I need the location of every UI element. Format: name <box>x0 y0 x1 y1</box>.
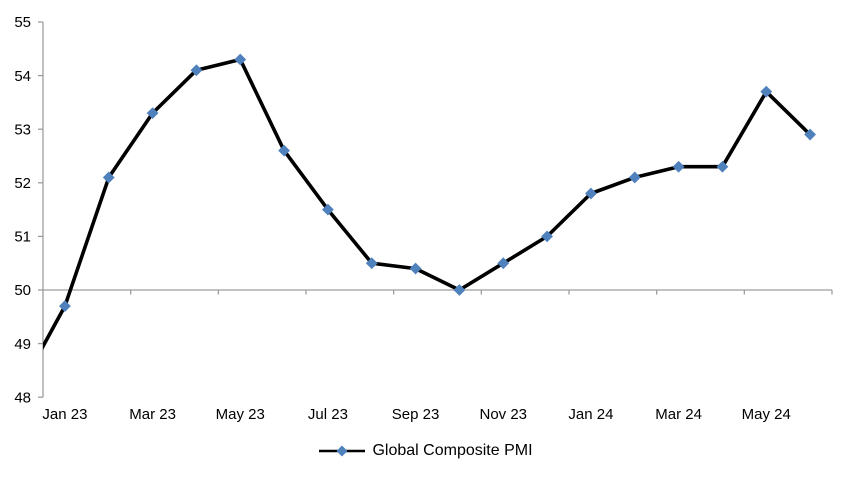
x-axis-tick-label: Sep 23 <box>392 406 440 423</box>
x-axis-tick-label: May 24 <box>742 406 791 423</box>
y-axis-tick-label: 55 <box>14 14 31 31</box>
x-axis-tick-label: Mar 24 <box>655 406 702 423</box>
data-point-marker <box>585 187 597 200</box>
data-point-marker <box>146 107 159 120</box>
data-point-marker <box>278 144 290 157</box>
data-point-marker <box>322 203 334 216</box>
y-axis-tick-label: 48 <box>14 389 31 406</box>
x-axis-tick-label: Mar 23 <box>129 406 176 423</box>
legend: Global Composite PMI <box>0 442 852 460</box>
legend-diamond-marker <box>336 445 348 457</box>
data-point-marker <box>628 171 641 184</box>
data-point-marker <box>190 64 203 77</box>
data-point-marker <box>59 300 71 312</box>
y-axis-tick-label: 52 <box>14 175 31 192</box>
x-axis-tick-label: Jul 23 <box>308 406 348 423</box>
data-point-marker <box>234 53 247 66</box>
data-point-marker <box>102 171 115 184</box>
data-point-marker <box>672 160 685 173</box>
y-axis-tick-label: 51 <box>14 229 31 246</box>
legend-label: Global Composite PMI <box>372 442 533 459</box>
data-point-marker <box>541 230 553 243</box>
data-point-marker <box>453 284 466 296</box>
y-axis-tick-label: 50 <box>14 282 31 299</box>
x-axis-tick-label: Jan 23 <box>42 406 87 423</box>
y-axis-tick-label: 54 <box>14 68 31 85</box>
series-line <box>43 57 812 351</box>
x-axis-tick-label: Nov 23 <box>479 406 527 423</box>
y-axis-tick-label: 49 <box>14 336 31 353</box>
data-point-marker <box>760 85 773 98</box>
data-point-marker <box>365 257 378 270</box>
x-axis-tick-label: Jan 24 <box>568 406 613 423</box>
data-point-marker <box>497 257 510 270</box>
series-global-composite-pmi <box>43 53 816 351</box>
y-axis-tick-label: 53 <box>14 121 31 138</box>
data-point-marker <box>804 128 816 141</box>
data-point-marker <box>409 262 422 275</box>
legend-line-marker-sample <box>319 445 366 457</box>
data-point-marker <box>716 160 729 173</box>
x-axis-tick-label: May 23 <box>216 406 265 423</box>
